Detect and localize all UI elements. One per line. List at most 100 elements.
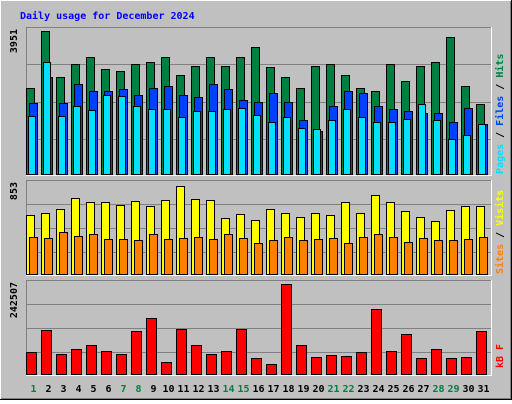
kbytes-bar-day-31 bbox=[476, 331, 487, 375]
sites-bar-day-25 bbox=[389, 237, 398, 275]
kbytes-bar-day-18 bbox=[281, 284, 292, 375]
x-tick-label-day-21: 21 bbox=[327, 384, 339, 395]
kbytes-bar-day-21 bbox=[326, 355, 337, 375]
pages-bar-day-18 bbox=[283, 117, 291, 175]
kbytes-bar-day-22 bbox=[341, 356, 352, 375]
x-tick-label-day-23: 23 bbox=[357, 384, 369, 395]
legend-entry-files: Files bbox=[494, 96, 506, 126]
kbytes-bar-day-5 bbox=[86, 345, 97, 375]
kbytes-bar-day-3 bbox=[56, 354, 67, 375]
sites-bar-day-18 bbox=[284, 237, 293, 275]
pages-bar-day-8 bbox=[133, 106, 141, 175]
x-tick-label-day-28: 28 bbox=[432, 384, 444, 395]
pages-bar-day-9 bbox=[148, 109, 156, 175]
x-tick-label-day-8: 8 bbox=[135, 384, 141, 395]
y-max-label-2: 853 bbox=[9, 182, 20, 200]
pages-bar-day-30 bbox=[463, 135, 471, 175]
x-tick-label-day-4: 4 bbox=[75, 384, 81, 395]
kbytes-bar-day-11 bbox=[176, 329, 187, 375]
kbytes-bar-day-28 bbox=[431, 349, 442, 375]
pages-bar-day-20 bbox=[313, 129, 321, 175]
kbytes-bar-day-15 bbox=[236, 329, 247, 375]
sites-bar-day-9 bbox=[149, 234, 158, 275]
y-max-label-1: 3951 bbox=[9, 29, 20, 53]
pages-bar-day-28 bbox=[433, 120, 441, 175]
pages-bar-day-13 bbox=[208, 111, 216, 175]
pages-bar-day-24 bbox=[373, 122, 381, 175]
x-tick-label-day-13: 13 bbox=[207, 384, 219, 395]
x-tick-label-day-6: 6 bbox=[105, 384, 111, 395]
sites-bar-day-29 bbox=[449, 240, 458, 275]
x-tick-label-day-29: 29 bbox=[447, 384, 459, 395]
pages-bar-day-11 bbox=[178, 117, 186, 175]
x-tick-label-day-25: 25 bbox=[387, 384, 399, 395]
legend-1: Pages / Files / Hits bbox=[494, 54, 506, 174]
kbytes-bar-day-8 bbox=[131, 331, 142, 375]
sites-bar-day-13 bbox=[209, 239, 218, 275]
kbytes-bar-day-16 bbox=[251, 358, 262, 375]
x-tick-label-day-7: 7 bbox=[120, 384, 126, 395]
kbytes-bar-day-23 bbox=[356, 352, 367, 375]
sites-bar-day-28 bbox=[434, 240, 443, 275]
kbytes-bar-day-24 bbox=[371, 309, 382, 375]
pages-bar-day-23 bbox=[358, 117, 366, 175]
pages-bar-day-3 bbox=[58, 116, 66, 175]
sites-bar-day-8 bbox=[134, 240, 143, 275]
kbytes-bar-day-30 bbox=[461, 357, 472, 375]
x-tick-label-day-22: 22 bbox=[342, 384, 354, 395]
x-tick-label-day-2: 2 bbox=[45, 384, 51, 395]
sites-bar-day-7 bbox=[119, 239, 128, 275]
x-tick-label-day-30: 30 bbox=[462, 384, 474, 395]
x-tick-label-day-11: 11 bbox=[177, 384, 189, 395]
pages-bar-day-7 bbox=[118, 96, 126, 175]
x-tick-label-day-15: 15 bbox=[237, 384, 249, 395]
sites-bar-day-19 bbox=[299, 240, 308, 275]
legend-separator: / bbox=[495, 126, 506, 144]
x-tick-label-day-16: 16 bbox=[252, 384, 264, 395]
kbytes-bar-day-27 bbox=[416, 358, 427, 375]
legend-separator: / bbox=[495, 78, 506, 96]
pages-bar-day-12 bbox=[193, 111, 201, 175]
pages-bar-day-16 bbox=[253, 115, 261, 175]
sites-bar-day-5 bbox=[89, 234, 98, 275]
kbytes-bar-day-29 bbox=[446, 358, 457, 375]
x-tick-label-day-19: 19 bbox=[297, 384, 309, 395]
pages-bar-day-25 bbox=[388, 122, 396, 175]
kbytes-bar-day-10 bbox=[161, 362, 172, 375]
legend-entry-kb-f: kB F bbox=[495, 344, 506, 368]
kbytes-bar-day-6 bbox=[101, 351, 112, 375]
sites-bar-day-14 bbox=[224, 234, 233, 275]
pages-bar-day-1 bbox=[28, 116, 36, 175]
kbytes-bar-day-25 bbox=[386, 351, 397, 375]
pages-bar-day-10 bbox=[163, 109, 171, 175]
legend-entry-sites: Sites bbox=[494, 244, 506, 274]
pages-bar-day-5 bbox=[88, 110, 96, 175]
sites-bar-day-11 bbox=[179, 238, 188, 275]
kbytes-bar-day-9 bbox=[146, 318, 157, 375]
pages-bar-day-4 bbox=[73, 106, 81, 175]
kbytes-bar-day-1 bbox=[26, 352, 37, 375]
pages-bar-day-15 bbox=[238, 108, 246, 175]
sites-bar-day-15 bbox=[239, 238, 248, 275]
sites-bar-day-10 bbox=[164, 239, 173, 275]
sites-bar-day-26 bbox=[404, 242, 413, 275]
x-tick-label-day-9: 9 bbox=[150, 384, 156, 395]
sites-bar-day-4 bbox=[74, 236, 83, 275]
sites-bar-day-27 bbox=[419, 238, 428, 275]
sites-bar-day-20 bbox=[314, 239, 323, 275]
chart-title: Daily usage for December 2024 bbox=[20, 10, 195, 22]
x-tick-label-day-20: 20 bbox=[312, 384, 324, 395]
x-tick-label-day-3: 3 bbox=[60, 384, 66, 395]
sites-bar-day-17 bbox=[269, 240, 278, 275]
pages-bar-day-26 bbox=[403, 119, 411, 175]
sites-bar-day-16 bbox=[254, 243, 263, 275]
sites-bar-day-2 bbox=[44, 238, 53, 275]
x-tick-label-day-5: 5 bbox=[90, 384, 96, 395]
x-tick-label-day-1: 1 bbox=[30, 384, 36, 395]
pages-bar-day-6 bbox=[103, 95, 111, 175]
kbytes-bar-day-17 bbox=[266, 364, 277, 375]
pages-bar-day-22 bbox=[343, 109, 351, 175]
sites-bar-day-24 bbox=[374, 234, 383, 275]
legend-entry-pages: Pages bbox=[495, 144, 506, 174]
